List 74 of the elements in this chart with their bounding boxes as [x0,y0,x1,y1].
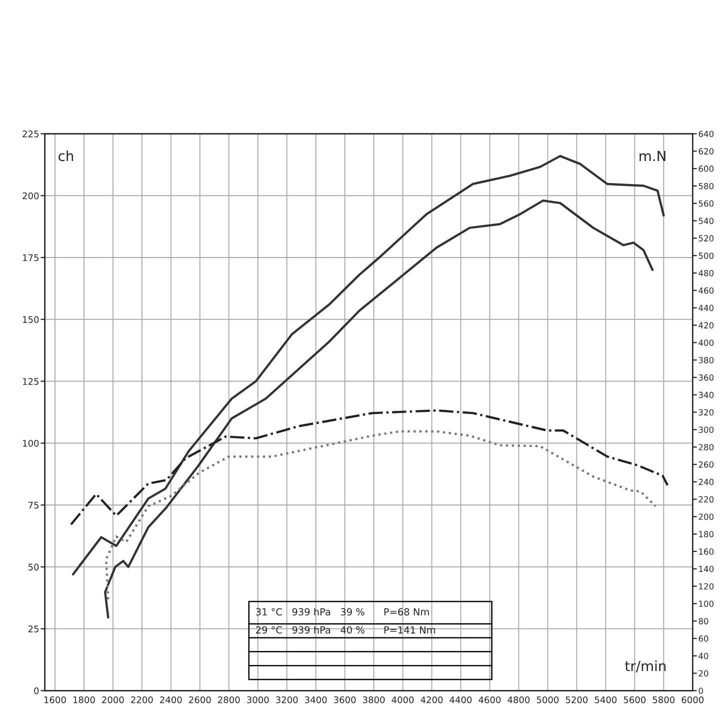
y2-tick-label: 280 [698,444,714,450]
y2-tick-label: 460 [698,287,714,294]
x-tick-label: 2200 [131,696,153,704]
x-tick-label: 3600 [334,696,356,704]
y2-tick-label: 100 [699,600,714,607]
y-tick-label: 25 [28,626,38,632]
x-tick-label: 4000 [392,696,414,704]
x-tick-label: 5600 [624,696,646,704]
y2-tick-label: 580 [698,182,714,190]
x-tick-label: 1600 [44,696,66,704]
x-tick-label: 2400 [160,696,182,704]
x-tick-label: 4800 [508,696,530,704]
y2-tick-label: 380 [698,356,714,364]
x-tick-label: 3000 [247,696,269,704]
y2-tick-label: 180 [699,531,714,538]
x-tick-label: 3400 [305,696,327,704]
y2-tick-label: 0 [698,688,703,694]
y2-tick-label: 440 [698,304,714,312]
y2-tick-label: 400 [698,340,714,346]
y2-tick-label: 120 [699,583,714,590]
y-tick-label: 225 [22,130,38,138]
x-tick-label: 5200 [566,696,588,704]
y2-tick-label: 160 [699,548,714,555]
x-tick-label: 2800 [218,696,240,704]
y2-tick-label: 320 [698,409,714,416]
x-tick-label: 6000 [682,696,704,704]
y2-tick-label: 360 [698,374,714,381]
annotation: 29 °C 939 hPa 40 % P=141 Nm [256,626,436,634]
x-tick-label: 5800 [652,696,675,704]
y2-tick-label: 80 [698,618,708,624]
line-series [70,409,669,526]
x-axis-title: tr/min [625,660,666,672]
y2-tick-label: 20 [698,670,708,677]
y-axis-title: ch [58,150,74,162]
y-tick-label: 175 [23,254,38,262]
y2-tick-label: 480 [698,270,714,276]
x-tick-label: 3200 [276,696,298,704]
y2-tick-label: 300 [698,426,714,433]
y2-tick-label: 340 [698,392,714,398]
annotation: 31 °C 939 hPa 39 % P=68 Nm [256,608,429,616]
x-tick-label: 2000 [102,696,124,704]
y2-axis-title: m.N [640,150,666,162]
y2-tick-label: 560 [698,200,714,207]
y-tick-label: 150 [23,316,39,323]
y2-tick-label: 40 [698,652,708,660]
y2-tick-label: 60 [698,635,708,642]
line-series [104,199,654,618]
x-tick-label: 5400 [594,696,617,704]
y2-tick-label: 140 [699,566,714,572]
x-tick-label: 4400 [450,696,472,704]
y2-tick-label: 240 [698,478,714,486]
y2-tick-label: 260 [698,461,714,468]
y2-tick-label: 520 [698,235,714,242]
y2-tick-label: 600 [698,166,714,172]
x-tick-label: 1800 [73,696,95,704]
y-tick-label: 100 [23,440,39,447]
x-tick-label: 4200 [420,696,443,704]
y-tick-label: 75 [28,502,38,509]
y-tick-label: 0 [34,687,39,694]
y-tick-label: 200 [22,192,39,200]
line-series [105,430,657,600]
y2-tick-label: 500 [698,252,714,259]
y2-tick-label: 640 [698,130,714,138]
y2-tick-label: 220 [698,496,714,503]
x-tick-label: 3800 [363,696,385,704]
y2-tick-label: 200 [698,514,714,520]
y2-tick-label: 420 [698,322,714,328]
y2-tick-label: 540 [698,218,714,224]
y2-tick-label: 620 [698,148,714,154]
x-tick-label: 5000 [536,696,559,704]
y-tick-label: 50 [28,564,39,570]
y-tick-label: 125 [23,378,38,385]
x-tick-label: 4600 [478,696,501,704]
x-tick-label: 2600 [189,696,211,704]
